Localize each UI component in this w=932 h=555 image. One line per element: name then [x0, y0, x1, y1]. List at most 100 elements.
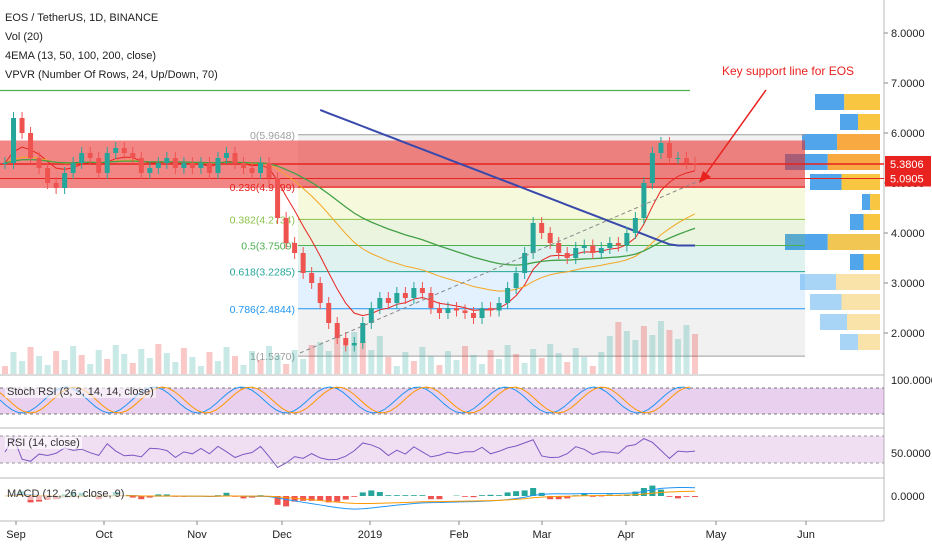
- price-tick-label: 6.0000: [891, 128, 925, 140]
- candle-body: [403, 293, 408, 298]
- candle-body: [488, 308, 493, 311]
- volume-bar: [215, 361, 221, 374]
- candle-body: [301, 253, 306, 273]
- macd-histogram-bar: [683, 496, 689, 497]
- volume-bar: [130, 363, 136, 374]
- fib-band: [298, 245, 805, 271]
- volume-bar: [385, 357, 391, 374]
- volume-bar: [275, 355, 281, 374]
- price-tick-label: 7.0000: [891, 78, 925, 90]
- volume-bar: [564, 362, 570, 374]
- volume-bar: [598, 352, 604, 374]
- volume-bar: [522, 363, 528, 374]
- candle-body: [284, 218, 289, 243]
- candle-body: [3, 163, 8, 164]
- candle-body: [241, 163, 246, 168]
- candle-body: [539, 223, 544, 233]
- macd-histogram-bar: [343, 496, 349, 500]
- volume-bar: [590, 366, 596, 374]
- volume-bar: [462, 346, 468, 374]
- volume-bar: [138, 349, 144, 374]
- macd-histogram-bar: [419, 495, 425, 496]
- macd-histogram-bar: [488, 495, 494, 496]
- volume-bar: [368, 350, 374, 374]
- symbol-title[interactable]: EOS / TetherUS, 1D, BINANCE: [5, 9, 218, 28]
- candle-body: [437, 308, 442, 313]
- candle-body: [522, 253, 527, 273]
- volume-bar: [445, 351, 451, 374]
- vpvr-bar-up: [850, 254, 864, 270]
- stoch-rsi-label[interactable]: Stoch RSI (3, 3, 14, 14, close): [5, 386, 156, 398]
- volume-bar: [96, 350, 102, 374]
- candle-body: [258, 163, 263, 173]
- candle-body: [343, 338, 348, 346]
- time-tick-label: May: [706, 529, 727, 541]
- volume-bar: [581, 357, 587, 374]
- vpvr-bar-down: [858, 334, 880, 350]
- indicator-tick-label: 50.0000: [891, 448, 931, 460]
- candle-body: [548, 233, 553, 243]
- candle-body: [267, 163, 272, 178]
- volume-bar: [641, 326, 647, 374]
- volume-bar: [164, 353, 170, 374]
- candle-body: [88, 153, 93, 158]
- fib-level-label: 0(5.9648): [250, 130, 295, 142]
- vpvr-bar-down: [858, 114, 880, 130]
- candle-body: [224, 153, 229, 158]
- volume-bar: [675, 339, 681, 374]
- vpvr-bar-up: [820, 314, 847, 330]
- candle-body: [505, 288, 510, 303]
- candle-body: [352, 343, 357, 346]
- volume-bar: [692, 334, 698, 374]
- volume-bar: [556, 353, 562, 374]
- fib-level-label: 1(1.5370): [250, 351, 295, 363]
- volume-bar: [113, 345, 119, 374]
- candle-body: [607, 243, 612, 248]
- candle-body: [394, 293, 399, 303]
- candle-body: [113, 148, 118, 153]
- candle-body: [139, 158, 144, 173]
- volume-bar: [436, 365, 442, 374]
- volume-bar: [283, 364, 289, 374]
- candle-body: [531, 223, 536, 253]
- rsi-label[interactable]: RSI (14, close): [5, 437, 82, 449]
- volume-bar: [53, 351, 59, 374]
- candle-body: [658, 143, 663, 153]
- candle-body: [20, 118, 25, 133]
- volume-bar: [683, 325, 689, 374]
- candle-body: [292, 243, 297, 253]
- candle-body: [454, 308, 459, 311]
- macd-histogram-bar: [368, 490, 374, 496]
- volume-bar: [488, 350, 494, 374]
- annotation-text: Key support line for EOS: [722, 64, 854, 78]
- candle-body: [96, 158, 101, 173]
- indicator-vpvr[interactable]: VPVR (Number Of Rows, 24, Up/Down, 70): [5, 66, 218, 85]
- volume-bar: [649, 335, 655, 374]
- vpvr-bar-up: [850, 214, 864, 230]
- vpvr-bar-down: [870, 194, 880, 210]
- candle-body: [471, 313, 476, 318]
- volume-bar: [292, 350, 298, 374]
- candle-body: [463, 311, 468, 314]
- vpvr-bar-down: [847, 314, 880, 330]
- indicator-ema[interactable]: 4EMA (13, 50, 100, 200, close): [5, 47, 218, 66]
- candle-body: [514, 273, 519, 288]
- candle-body: [122, 148, 127, 153]
- candle-body: [130, 153, 135, 158]
- time-tick-label: Feb: [450, 529, 469, 541]
- price-tick-label: 3.0000: [891, 278, 925, 290]
- candle-body: [164, 158, 169, 163]
- vpvr-bar-down: [842, 294, 881, 310]
- macd-label[interactable]: MACD (12, 26, close, 9): [5, 488, 126, 500]
- candle-body: [190, 163, 195, 168]
- volume-bar: [471, 355, 477, 374]
- macd-histogram-bar: [496, 495, 502, 496]
- candle-body: [71, 163, 76, 173]
- candle-body: [693, 163, 698, 164]
- candle-body: [675, 158, 680, 159]
- vpvr-bar-down: [864, 214, 881, 230]
- vpvr-bar-up: [810, 174, 842, 190]
- candle-body: [62, 173, 67, 188]
- indicator-volume[interactable]: Vol (20): [5, 28, 218, 47]
